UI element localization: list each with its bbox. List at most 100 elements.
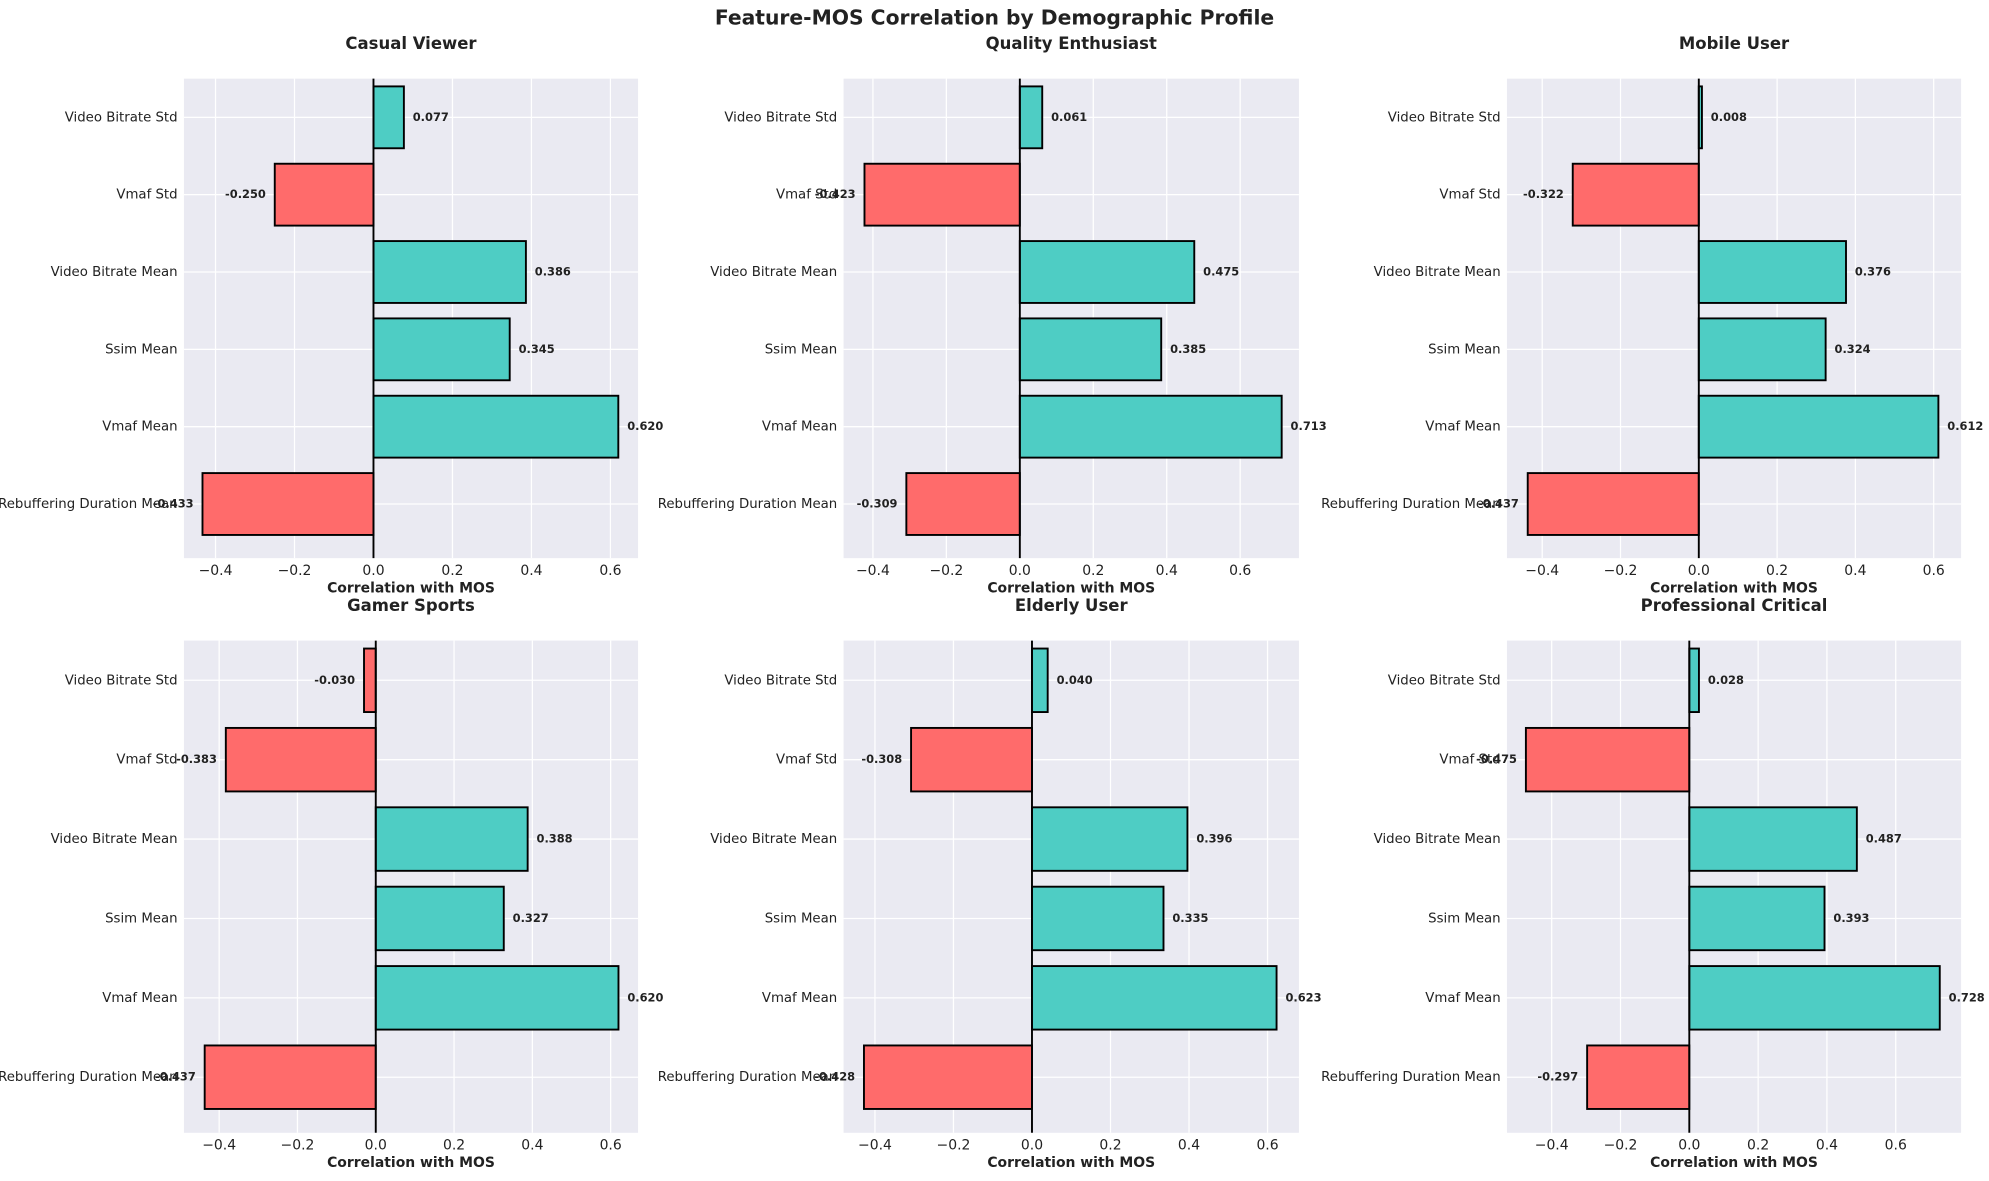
y-tick-label: Ssim Mean [105,911,177,926]
value-label: 0.385 [1170,342,1206,356]
subplot-title: Elderly User [1015,596,1129,615]
bar [1688,647,1700,714]
bar [224,726,377,793]
x-tick-label: 0.0 [362,563,384,579]
x-tick-label: 0.0 [1678,1137,1700,1153]
x-tick-label: 0.2 [441,563,463,579]
y-tick-label: Vmaf Mean [102,420,177,435]
value-label: 0.008 [1711,110,1747,124]
value-label: 0.393 [1833,911,1869,925]
y-tick-label: Video Bitrate Mean [51,265,178,280]
value-label: -0.308 [861,752,902,766]
x-tick-label: 0.6 [1923,563,1945,579]
value-label: 0.728 [1949,990,1985,1004]
value-label: 0.077 [413,110,449,124]
x-tick-label: −0.2 [281,1137,315,1153]
x-tick-label: 0.6 [1256,1137,1278,1153]
y-tick-label: Ssim Mean [765,911,837,926]
bar [372,85,405,150]
bar [863,162,1021,227]
value-label: 0.324 [1835,342,1871,356]
y-tick-label: Rebuffering Duration Mean [1321,497,1501,512]
x-tick-label: 0.2 [1747,1137,1769,1153]
subplot-title: Professional Critical [1641,596,1828,615]
value-label: 0.386 [535,265,571,279]
y-tick-label: Rebuffering Duration Mean [658,1070,838,1085]
value-label: 0.327 [513,911,549,925]
y-tick-label: Vmaf Std [1439,188,1500,203]
x-tick-label: −0.2 [937,1137,971,1153]
value-label: -0.322 [1523,187,1564,201]
y-tick-label: Rebuffering Duration Mean [1321,1070,1501,1085]
value-label: 0.475 [1203,265,1239,279]
bar [374,885,505,952]
bar [1031,965,1278,1031]
bar [1031,806,1189,872]
x-tick-label: 0.0 [365,1137,387,1153]
value-label: -0.475 [1476,752,1517,766]
x-axis-label: Correlation with MOS [1650,1155,1818,1171]
y-tick-label: Vmaf Std [116,753,177,768]
x-tick-label: −0.4 [1535,1137,1569,1153]
bar [910,726,1033,793]
bar [363,647,377,714]
bar [1688,965,1941,1031]
y-tick-label: Ssim Mean [1428,911,1500,926]
x-tick-label: −0.4 [199,563,233,579]
x-tick-label: −0.2 [929,563,963,579]
bar [1018,240,1196,304]
x-axis-label: Correlation with MOS [987,1155,1155,1171]
value-label: -0.297 [1537,1070,1578,1084]
y-tick-label: Video Bitrate Mean [1374,265,1501,280]
y-tick-label: Vmaf Mean [1425,420,1500,435]
x-tick-label: 0.6 [599,563,621,579]
y-tick-label: Vmaf Mean [762,991,837,1006]
x-tick-label: −0.4 [1525,563,1559,579]
subplot-title: Gamer Sports [347,596,475,615]
subplot-title: Casual Viewer [345,34,477,53]
x-tick-label: 0.4 [1816,1137,1838,1153]
value-label: -0.383 [176,752,217,766]
bar [1697,394,1940,459]
bar [905,472,1021,536]
x-tick-label: 0.2 [1099,1137,1121,1153]
value-label: 0.620 [627,419,663,433]
value-label: -0.437 [1478,497,1519,511]
y-tick-label: Video Bitrate Mean [1374,832,1501,847]
x-tick-label: 0.6 [600,1137,622,1153]
x-tick-label: 0.0 [1009,563,1031,579]
bar [1688,806,1858,872]
value-label: -0.250 [225,187,266,201]
y-tick-label: Video Bitrate Std [1388,110,1501,125]
bar [372,240,527,304]
value-label: 0.713 [1291,419,1327,433]
bar [863,1044,1033,1110]
y-tick-label: Video Bitrate Std [724,110,837,125]
x-tick-label: 0.4 [1156,563,1178,579]
bar [1031,885,1165,952]
y-tick-label: Vmaf Mean [762,420,837,435]
y-tick-label: Vmaf Mean [102,991,177,1006]
x-tick-label: 0.6 [1229,563,1251,579]
y-tick-label: Video Bitrate Std [65,110,178,125]
value-label: -0.437 [155,1070,196,1084]
y-tick-label: Rebuffering Duration Mean [0,497,178,512]
x-tick-label: 0.4 [1844,563,1866,579]
x-tick-label: 0.2 [1082,563,1104,579]
y-tick-label: Vmaf Std [1439,753,1500,768]
bar [1688,885,1826,952]
y-tick-label: Ssim Mean [105,342,177,357]
bar [273,162,375,227]
x-axis-label: Correlation with MOS [987,581,1155,597]
x-tick-label: 0.2 [443,1137,465,1153]
x-tick-label: 0.6 [1885,1137,1907,1153]
bar [372,394,620,459]
value-label: -0.030 [314,673,355,687]
subplot-title: Mobile User [1679,34,1790,53]
bar [203,1044,377,1110]
value-label: 0.396 [1196,832,1232,846]
bar [1018,85,1044,150]
bar [1586,1044,1691,1110]
y-tick-label: Video Bitrate Std [65,673,178,688]
